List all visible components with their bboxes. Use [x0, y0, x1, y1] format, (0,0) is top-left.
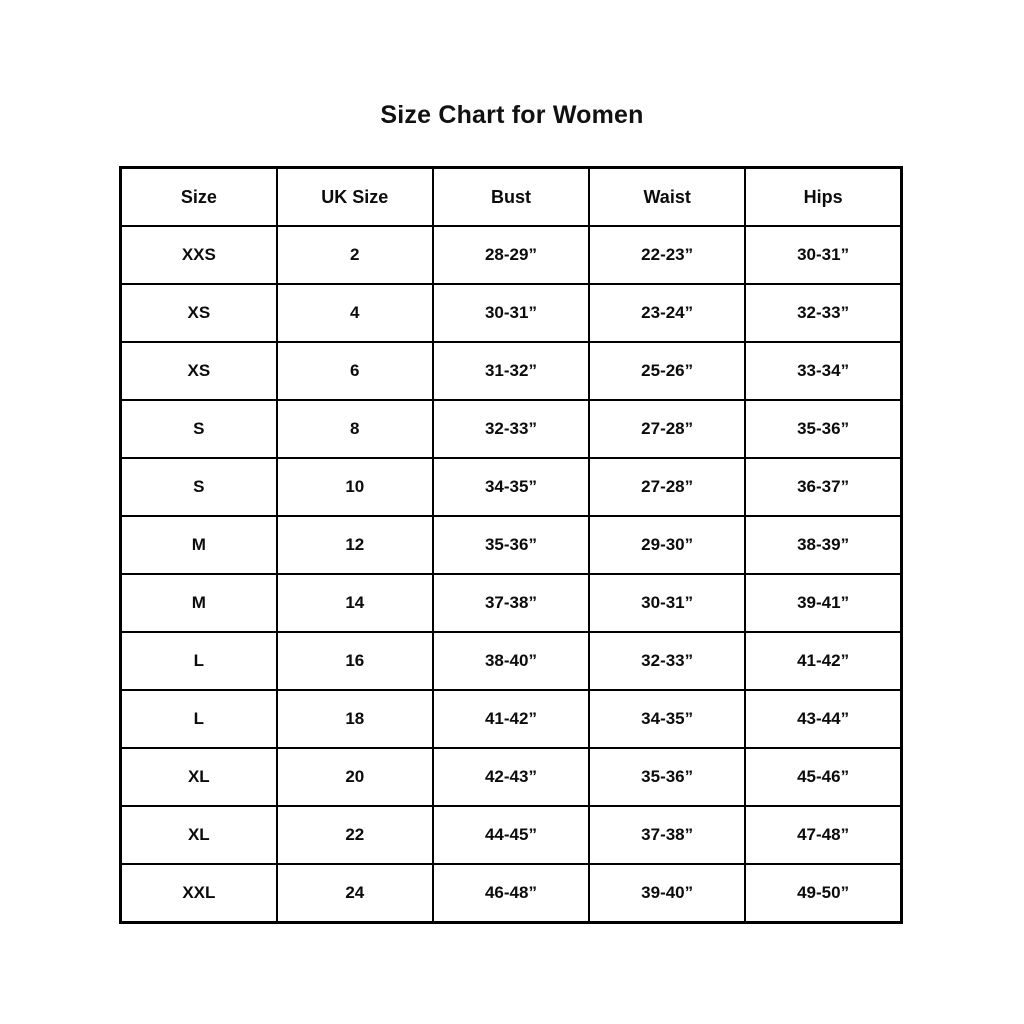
cell-waist: 34-35”	[588, 689, 747, 749]
column-header-uk-size: UK Size	[275, 166, 434, 227]
cell-size: XS	[118, 283, 278, 343]
size-chart-table: Size UK Size Bust Waist Hips XXS 2 28-29…	[118, 166, 903, 924]
cell-bust: 42-43”	[431, 747, 591, 807]
cell-bust: 37-38”	[431, 573, 591, 633]
cell-size: XXS	[118, 225, 278, 285]
cell-size: XL	[118, 805, 278, 865]
cell-waist: 37-38”	[588, 805, 747, 865]
cell-uk-size: 20	[275, 747, 434, 807]
cell-uk-size: 18	[275, 689, 434, 749]
cell-size: XXL	[118, 863, 278, 924]
cell-uk-size: 4	[275, 283, 434, 343]
cell-hips: 32-33”	[744, 283, 903, 343]
cell-waist: 27-28”	[588, 399, 747, 459]
cell-hips: 49-50”	[744, 863, 903, 924]
cell-bust: 34-35”	[431, 457, 591, 517]
cell-waist: 39-40”	[588, 863, 747, 924]
cell-hips: 30-31”	[744, 225, 903, 285]
cell-bust: 41-42”	[431, 689, 591, 749]
cell-size: XS	[118, 341, 278, 401]
cell-uk-size: 6	[275, 341, 434, 401]
cell-waist: 32-33”	[588, 631, 747, 691]
cell-uk-size: 14	[275, 573, 434, 633]
cell-uk-size: 12	[275, 515, 434, 575]
cell-hips: 33-34”	[744, 341, 903, 401]
cell-bust: 28-29”	[431, 225, 591, 285]
cell-size: M	[118, 573, 278, 633]
cell-uk-size: 8	[275, 399, 434, 459]
cell-bust: 32-33”	[431, 399, 591, 459]
cell-hips: 43-44”	[744, 689, 903, 749]
table-row: XL 22 44-45” 37-38” 47-48”	[118, 805, 903, 865]
table-row: M 14 37-38” 30-31” 39-41”	[118, 573, 903, 633]
table-body: XXS 2 28-29” 22-23” 30-31” XS 4 30-31” 2…	[118, 225, 903, 924]
cell-hips: 47-48”	[744, 805, 903, 865]
cell-bust: 44-45”	[431, 805, 591, 865]
column-header-size: Size	[118, 166, 278, 227]
cell-size: L	[118, 631, 278, 691]
cell-size: L	[118, 689, 278, 749]
cell-hips: 39-41”	[744, 573, 903, 633]
cell-uk-size: 22	[275, 805, 434, 865]
column-header-waist: Waist	[588, 166, 747, 227]
table-header-row: Size UK Size Bust Waist Hips	[118, 166, 903, 227]
cell-waist: 22-23”	[588, 225, 747, 285]
column-header-hips: Hips	[744, 166, 903, 227]
cell-waist: 29-30”	[588, 515, 747, 575]
cell-uk-size: 2	[275, 225, 434, 285]
cell-bust: 31-32”	[431, 341, 591, 401]
table-row: L 16 38-40” 32-33” 41-42”	[118, 631, 903, 691]
cell-uk-size: 16	[275, 631, 434, 691]
cell-hips: 45-46”	[744, 747, 903, 807]
table-header: Size UK Size Bust Waist Hips	[118, 166, 903, 227]
cell-size: XL	[118, 747, 278, 807]
table-row: L 18 41-42” 34-35” 43-44”	[118, 689, 903, 749]
cell-hips: 36-37”	[744, 457, 903, 517]
cell-waist: 35-36”	[588, 747, 747, 807]
size-table-container: Size UK Size Bust Waist Hips XXS 2 28-29…	[118, 166, 903, 924]
table-row: S 10 34-35” 27-28” 36-37”	[118, 457, 903, 517]
table-row: XS 4 30-31” 23-24” 32-33”	[118, 283, 903, 343]
cell-bust: 38-40”	[431, 631, 591, 691]
table-row: XS 6 31-32” 25-26” 33-34”	[118, 341, 903, 401]
cell-waist: 27-28”	[588, 457, 747, 517]
cell-bust: 46-48”	[431, 863, 591, 924]
table-row: XXL 24 46-48” 39-40” 49-50”	[118, 863, 903, 924]
cell-uk-size: 10	[275, 457, 434, 517]
column-header-bust: Bust	[431, 166, 591, 227]
cell-size: M	[118, 515, 278, 575]
table-row: M 12 35-36” 29-30” 38-39”	[118, 515, 903, 575]
cell-size: S	[118, 457, 278, 517]
cell-bust: 35-36”	[431, 515, 591, 575]
cell-hips: 41-42”	[744, 631, 903, 691]
cell-uk-size: 24	[275, 863, 434, 924]
cell-waist: 25-26”	[588, 341, 747, 401]
table-row: S 8 32-33” 27-28” 35-36”	[118, 399, 903, 459]
cell-waist: 23-24”	[588, 283, 747, 343]
cell-hips: 38-39”	[744, 515, 903, 575]
cell-bust: 30-31”	[431, 283, 591, 343]
table-row: XXS 2 28-29” 22-23” 30-31”	[118, 225, 903, 285]
table-row: XL 20 42-43” 35-36” 45-46”	[118, 747, 903, 807]
cell-hips: 35-36”	[744, 399, 903, 459]
cell-waist: 30-31”	[588, 573, 747, 633]
cell-size: S	[118, 399, 278, 459]
page-title: Size Chart for Women	[380, 101, 644, 129]
